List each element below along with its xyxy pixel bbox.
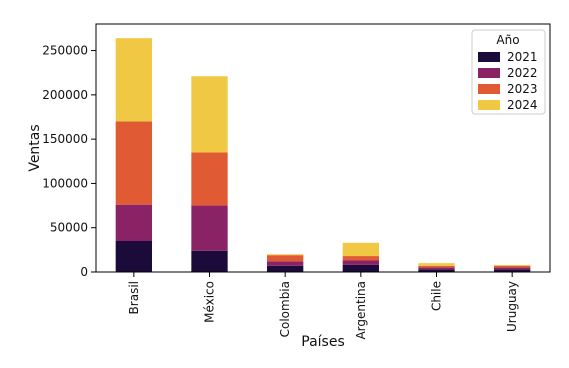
legend-title: Año	[496, 33, 519, 47]
bar-uruguay-2021	[494, 269, 531, 272]
bars-layer	[115, 38, 531, 272]
bar-méxico-2024	[191, 76, 228, 153]
legend-label-2023: 2023	[507, 82, 538, 96]
bar-brasil-2024	[115, 38, 152, 122]
bar-argentina-2021	[342, 264, 379, 272]
legend-label-2024: 2024	[507, 98, 538, 112]
bar-argentina-2022	[342, 260, 379, 265]
y-tick-label: 200000	[42, 88, 88, 102]
bar-colombia-2023	[267, 255, 304, 262]
x-tick-label-argentina: Argentina	[354, 281, 368, 340]
bar-colombia-2024	[267, 254, 304, 256]
bar-chile-2023	[418, 265, 455, 268]
legend-swatch-2023	[478, 84, 500, 94]
bar-brasil-2023	[115, 121, 152, 205]
y-tick-label: 250000	[42, 44, 88, 58]
bar-méxico-2021	[191, 250, 228, 272]
x-tick-label-colombia: Colombia	[278, 281, 292, 337]
legend-swatch-2022	[478, 68, 500, 78]
bar-brasil-2022	[115, 204, 152, 241]
legend-label-2021: 2021	[507, 50, 538, 64]
x-axis-title: Países	[301, 334, 344, 350]
y-tick-label: 50000	[50, 221, 88, 235]
y-axis-title: Ventas	[27, 124, 43, 171]
x-tick-label-brasil: Brasil	[127, 281, 141, 314]
plot-frame	[95, 23, 551, 273]
y-tick-label: 150000	[42, 132, 88, 146]
legend-swatch-2021	[478, 52, 500, 62]
y-tick-label: 0	[80, 265, 88, 279]
x-tick-label-chile: Chile	[430, 281, 444, 311]
bar-chile-2024	[418, 263, 455, 266]
legend: Año 2021 2022 2023 2024	[471, 29, 546, 115]
x-axis: Brasil México Colombia Argentina Chile Urugua…	[127, 272, 519, 340]
y-axis: 0 50000 100000 150000 200000 250000	[42, 44, 96, 279]
y-tick-label: 100000	[42, 176, 88, 190]
bar-brasil-2021	[115, 241, 152, 272]
bar-colombia-2021	[267, 265, 304, 272]
bar-méxico-2022	[191, 205, 228, 251]
bar-méxico-2023	[191, 152, 228, 206]
bar-uruguay-2022	[494, 267, 531, 270]
bar-argentina-2023	[342, 256, 379, 261]
bar-uruguay-2023	[494, 265, 531, 268]
legend-label-2022: 2022	[507, 66, 538, 80]
bar-argentina-2024	[342, 242, 379, 257]
legend-swatch-2024	[478, 100, 500, 110]
bar-uruguay-2024	[494, 264, 531, 266]
bar-colombia-2022	[267, 261, 304, 266]
x-tick-label-uruguay: Uruguay	[505, 281, 519, 332]
bar-chile-2022	[418, 267, 455, 270]
x-tick-label-méxico: México	[203, 281, 217, 323]
bar-chile-2021	[418, 269, 455, 272]
